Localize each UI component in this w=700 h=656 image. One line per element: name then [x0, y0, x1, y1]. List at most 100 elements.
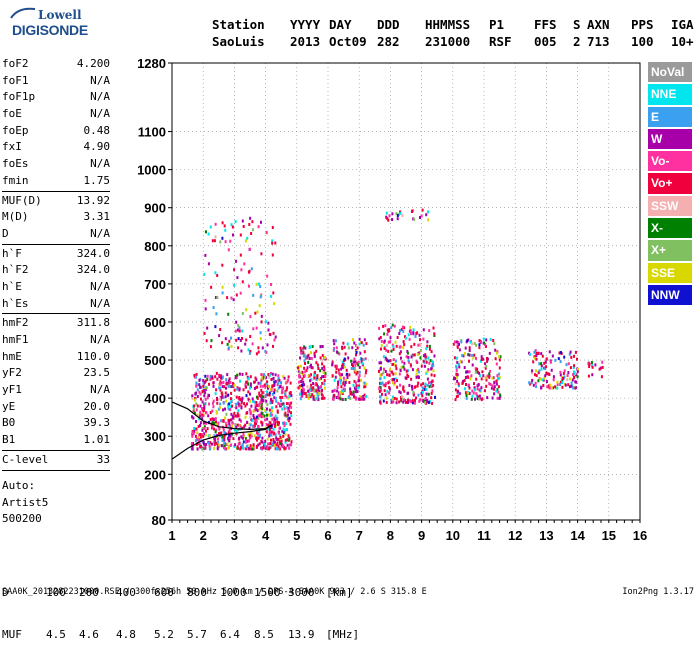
- echo-point: [576, 375, 579, 379]
- echo-point: [241, 426, 244, 430]
- echo-point: [190, 442, 193, 446]
- echo-point: [262, 446, 265, 449]
- echo-point: [230, 443, 233, 447]
- echo-point: [273, 302, 276, 306]
- echo-point: [411, 399, 414, 403]
- param-row: foE N/A: [2, 106, 110, 123]
- echo-point: [455, 395, 458, 399]
- echo-point: [316, 374, 319, 378]
- echo-point: [337, 395, 340, 399]
- echo-point: [273, 391, 276, 395]
- echo-point: [493, 342, 496, 346]
- echo-point: [260, 220, 262, 224]
- echo-point: [199, 435, 202, 439]
- echo-point: [395, 212, 398, 216]
- echo-point: [386, 373, 389, 377]
- param-value: N/A: [90, 73, 110, 87]
- echo-point: [392, 345, 395, 348]
- echo-point: [264, 394, 267, 398]
- echo-point: [257, 282, 260, 286]
- echo-point: [341, 366, 344, 370]
- echo-point: [342, 359, 345, 363]
- echo-point: [434, 395, 436, 399]
- echo-point: [248, 422, 251, 426]
- x-tick-label: 15: [602, 528, 616, 543]
- param-name: h`Es: [2, 296, 29, 310]
- echo-point: [418, 399, 421, 403]
- echo-point: [485, 384, 488, 388]
- param-value: N/A: [90, 279, 110, 293]
- echo-point: [216, 377, 219, 381]
- echo-point: [262, 376, 265, 380]
- echo-point: [204, 298, 207, 302]
- echo-point: [485, 344, 487, 348]
- echo-point: [428, 381, 430, 385]
- echo-point: [271, 409, 273, 413]
- echo-point: [365, 369, 368, 373]
- echo-point: [343, 357, 346, 361]
- echo-point: [286, 380, 289, 384]
- echo-point: [259, 413, 262, 417]
- echo-point: [335, 367, 338, 370]
- echo-point: [260, 314, 263, 318]
- echo-point: [282, 431, 285, 435]
- echo-point: [312, 388, 315, 391]
- echo-point: [318, 391, 321, 395]
- echo-point: [277, 444, 280, 448]
- param-value: 1.75: [83, 173, 111, 187]
- echo-point: [471, 354, 474, 357]
- parameter-list: foF2 4.200 foF1 N/A foF1p N/A foE N/A foEp 0.48 fx…: [2, 56, 110, 472]
- echo-point: [382, 383, 385, 387]
- echo-point: [244, 437, 247, 441]
- echo-point: [203, 408, 206, 412]
- echo-point: [236, 445, 239, 449]
- echo-point: [274, 418, 276, 422]
- param-row: D N/A: [2, 226, 110, 243]
- echo-point: [228, 339, 231, 343]
- echo-point: [412, 392, 415, 396]
- echo-point: [535, 352, 538, 355]
- echo-point: [201, 400, 204, 404]
- echo-point: [241, 329, 244, 333]
- echo-point: [402, 400, 405, 404]
- echo-point: [343, 365, 346, 369]
- echo-point: [347, 346, 350, 350]
- param-name: yE: [2, 399, 16, 413]
- echo-point: [559, 383, 561, 387]
- echo-point: [277, 401, 280, 405]
- echo-point: [430, 366, 433, 370]
- echo-point: [211, 409, 214, 413]
- echo-point: [454, 398, 457, 402]
- echo-point: [199, 392, 202, 396]
- echo-point: [279, 435, 282, 439]
- echo-point: [363, 381, 366, 385]
- echo-point: [267, 328, 270, 332]
- echo-point: [255, 417, 258, 421]
- echo-point: [332, 397, 335, 401]
- echo-point: [196, 383, 199, 387]
- echo-point: [241, 280, 244, 284]
- echo-point: [497, 377, 499, 381]
- echo-point: [544, 367, 547, 370]
- echo-point: [238, 326, 241, 330]
- echo-point: [272, 439, 275, 443]
- echo-point: [301, 383, 304, 387]
- echo-point: [491, 384, 494, 388]
- echo-point: [229, 381, 232, 384]
- echo-point: [358, 374, 361, 378]
- echo-point: [214, 325, 217, 329]
- muf-table-distance-row: D 100 200 400 600 800 1000 1500 3000 [km]: [2, 586, 353, 600]
- echo-point: [264, 385, 267, 389]
- echo-point: [545, 371, 548, 375]
- echo-point: [215, 371, 218, 375]
- echo-point: [477, 395, 480, 399]
- echo-point: [320, 376, 322, 380]
- echo-point: [302, 380, 305, 384]
- echo-point: [323, 365, 326, 369]
- echo-point: [402, 329, 405, 333]
- echo-point: [234, 443, 237, 447]
- echo-point: [199, 445, 202, 449]
- param-name: foEs: [2, 157, 29, 171]
- echo-point: [212, 306, 215, 309]
- echo-point: [285, 388, 288, 392]
